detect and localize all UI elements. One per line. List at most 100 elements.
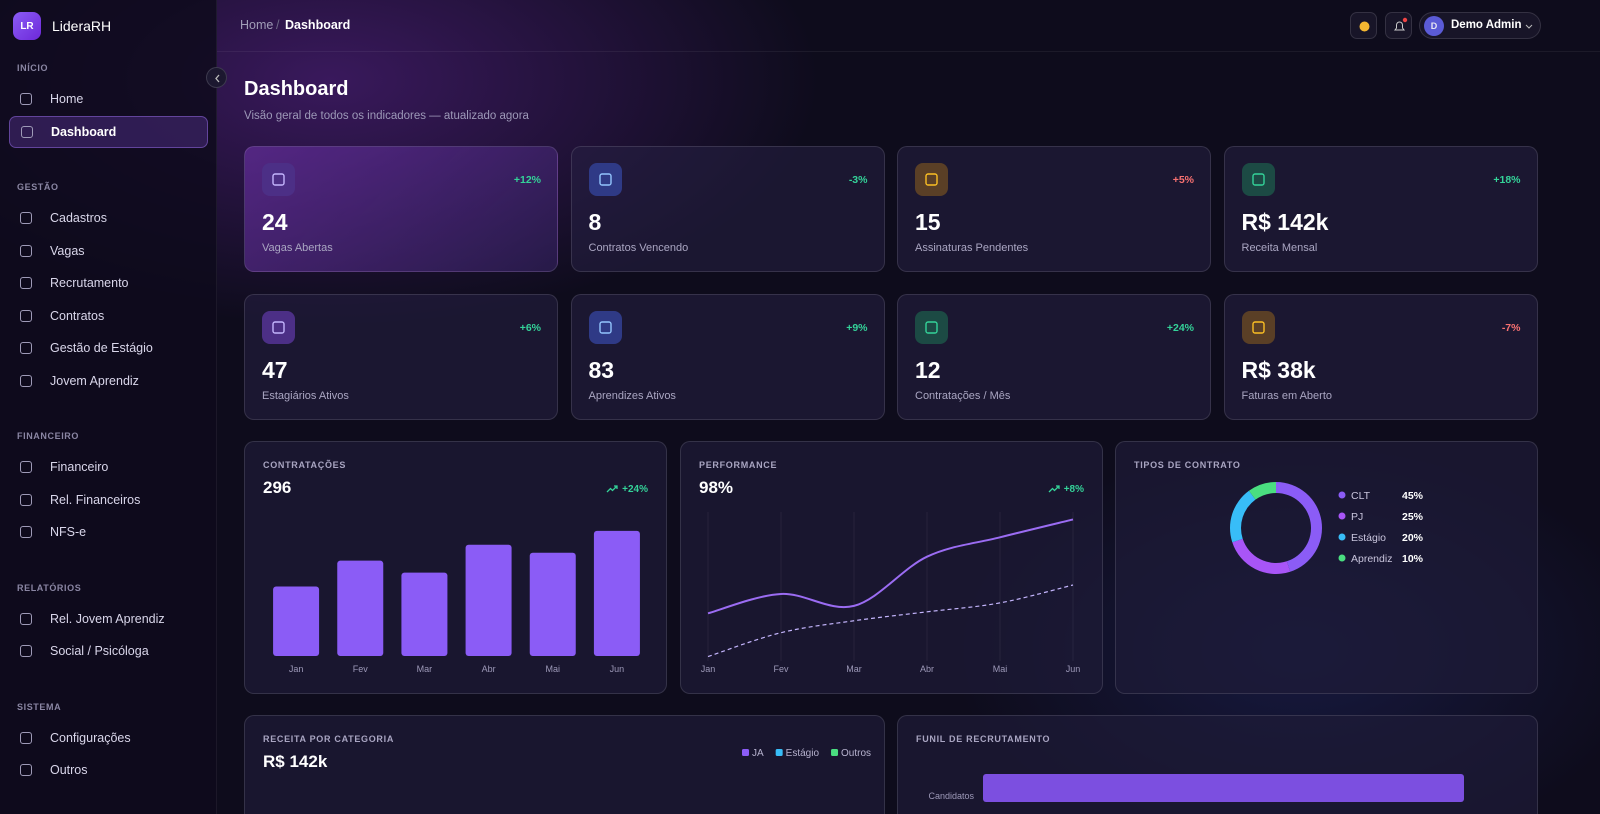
nav-label: Vagas xyxy=(50,243,85,258)
nav-item[interactable]: Home xyxy=(9,83,208,116)
value-label: 10% xyxy=(1402,553,1424,565)
nav-item[interactable]: Contratos xyxy=(9,300,208,333)
line-series xyxy=(707,584,1074,658)
top-bar: Home / Dashboard D Demo Admin xyxy=(217,0,1600,52)
nav-icon xyxy=(20,612,32,625)
kpi-label: Contratações / Mês xyxy=(915,390,1011,402)
chart-total: 296 xyxy=(263,478,292,497)
nav-label: Social / Psicóloga xyxy=(50,644,149,659)
breadcrumb-link[interactable]: Home xyxy=(240,18,274,32)
chevron xyxy=(1525,24,1533,29)
nav-section-title: RELATÓRIOS xyxy=(17,582,82,593)
nav-icon xyxy=(21,125,33,138)
pie-slice xyxy=(1248,482,1276,500)
kpi-glyph xyxy=(598,173,612,186)
kpi-value: 47 xyxy=(262,357,288,383)
chart-plot: CLT 45% PJ 25% Estágio 20% Aprendiz 10% xyxy=(1230,482,1424,574)
kpi-label: Receita Mensal xyxy=(1241,242,1318,254)
nav-item[interactable]: Configurações xyxy=(9,722,208,755)
chart-total: R$ 142k xyxy=(263,752,328,771)
kpi-icon xyxy=(915,311,948,344)
chart-title: TIPOS DE CONTRATO xyxy=(1134,460,1241,470)
kpi-icon xyxy=(915,163,948,196)
kpi-glyph xyxy=(598,321,612,334)
kpi-label: Contratos Vencendo xyxy=(588,242,689,254)
value-label: 20% xyxy=(1402,532,1424,544)
nav-label: Cadastros xyxy=(50,211,107,226)
nav: INÍCIO Home Dashboard GESTÃO Cadastros Vagas R… xyxy=(0,63,217,787)
collapse-button[interactable] xyxy=(206,67,227,88)
nav-item[interactable]: Dashboard xyxy=(9,115,208,148)
nav-label: Rel. Financeiros xyxy=(50,492,141,507)
chart-card: CONTRATAÇÕES 296 +24% Jan Fev Mar Abr Mai Jun xyxy=(244,441,667,694)
kpi-value: 24 xyxy=(262,209,288,235)
kpi-icon xyxy=(262,311,295,344)
nav-icon xyxy=(20,309,32,322)
x-tick-label: Fev xyxy=(773,664,789,674)
nav-label: Financeiro xyxy=(50,460,109,475)
nav-item[interactable]: Gestão de Estágio xyxy=(9,332,208,365)
nav-item[interactable]: Rel. Financeiros xyxy=(9,484,208,517)
user-name: Demo Admin xyxy=(1451,19,1522,31)
pie-slice xyxy=(1276,482,1322,572)
chart-card: RECEITA POR CATEGORIA R$ 142k JA Estágio Out… xyxy=(244,715,885,814)
nav-item[interactable]: Outros xyxy=(9,754,208,787)
legend-dot xyxy=(1338,512,1346,520)
sun-icon xyxy=(1359,21,1370,32)
nav-label: Jovem Aprendiz xyxy=(50,373,139,388)
bell-icon xyxy=(1394,17,1408,31)
legend-label: Aprendiz xyxy=(1351,553,1392,565)
bar xyxy=(593,530,640,656)
glyph xyxy=(925,321,938,334)
nav-item[interactable]: Cadastros xyxy=(9,202,208,235)
chart-trend: +24% xyxy=(606,484,648,495)
x-tick-label: Jan xyxy=(289,664,304,674)
kpi-glyph xyxy=(925,173,938,186)
page-title: Dashboard xyxy=(244,78,349,100)
legend-dot xyxy=(1338,533,1346,541)
chart-title: FUNIL DE RECRUTAMENTO xyxy=(916,734,1051,744)
kpi-icon xyxy=(588,163,622,196)
nav-icon xyxy=(20,764,32,777)
bar xyxy=(337,560,384,656)
trend-arrow xyxy=(1048,485,1060,493)
chart-plot: Candidatos xyxy=(928,774,1464,802)
nav-icon xyxy=(20,342,32,355)
kpi-card: +5% 15 Assinaturas Pendentes xyxy=(897,146,1211,272)
nav-icon xyxy=(20,493,32,506)
legend-dot xyxy=(1338,491,1346,499)
x-tick-label: Abr xyxy=(482,664,496,674)
nav-item[interactable]: Jovem Aprendiz xyxy=(9,365,208,398)
nav-item[interactable]: Social / Psicóloga xyxy=(9,635,208,668)
kpi-card: -3% 8 Contratos Vencendo xyxy=(570,146,885,272)
kpi-glyph xyxy=(272,321,285,334)
chart-plot: Jan Fev Mar Abr Mai Jun xyxy=(273,530,640,674)
kpi-glyph xyxy=(272,173,285,186)
nav-item[interactable]: Recrutamento xyxy=(9,267,208,300)
nav-icon xyxy=(20,212,32,225)
logo: LR xyxy=(13,12,41,40)
kpi-glyph xyxy=(1251,173,1265,186)
glyph xyxy=(925,173,938,186)
nav-item[interactable]: Rel. Jovem Aprendiz xyxy=(9,603,208,636)
nav-label: Contratos xyxy=(50,308,105,323)
notifications[interactable] xyxy=(1385,12,1412,39)
user-menu[interactable]: D Demo Admin xyxy=(1419,12,1541,39)
nav-label: Recrutamento xyxy=(50,276,129,291)
kpi-card: +12% 24 Vagas Abertas xyxy=(244,146,558,272)
kpi-value: 15 xyxy=(915,209,941,235)
nav-item[interactable]: NFS-e xyxy=(9,516,208,549)
nav-label: Configurações xyxy=(50,730,131,745)
bar xyxy=(465,544,512,656)
nav-item[interactable]: Vagas xyxy=(9,235,208,268)
kpi-trend: -3% xyxy=(848,174,868,186)
page-subtitle: Visão geral de todos os indicadores — at… xyxy=(244,110,529,122)
x-tick-label: Mar xyxy=(846,664,862,674)
x-tick-label: Jun xyxy=(1066,664,1081,674)
legend-label: Outros xyxy=(841,748,871,759)
kpi-trend: +24% xyxy=(1166,322,1194,334)
kpi-card: +18% R$ 142k Receita Mensal xyxy=(1223,146,1538,272)
theme-toggle[interactable] xyxy=(1350,12,1377,39)
x-tick-label: Mai xyxy=(545,664,560,674)
nav-item[interactable]: Financeiro xyxy=(9,451,208,484)
